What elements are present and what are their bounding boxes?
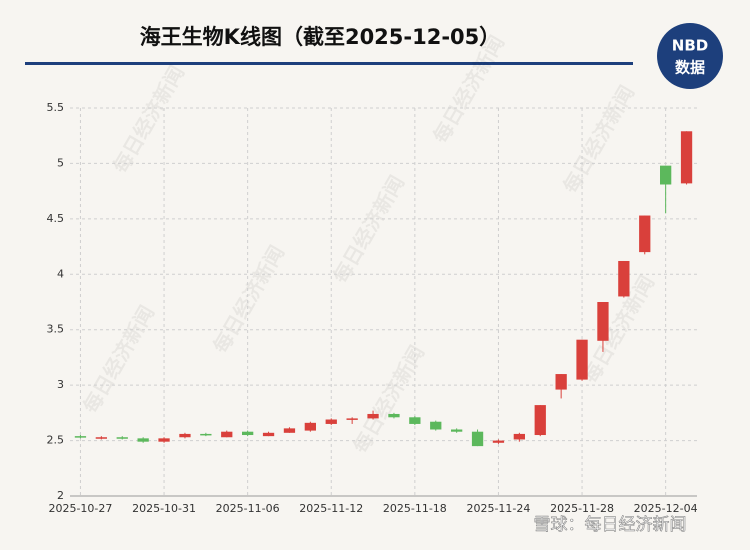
y-tick-label: 3.5 [47, 323, 65, 336]
x-tick-label: 2025-11-18 [383, 502, 447, 515]
candle-body [74, 436, 87, 438]
candle-body [367, 413, 379, 419]
candle-body [451, 429, 463, 432]
watermark: 每日经济新闻 [108, 61, 189, 177]
candle-body [388, 413, 400, 418]
candle-body [283, 428, 296, 433]
candle-body [534, 405, 546, 436]
candle-body [660, 165, 672, 185]
candle-body [95, 437, 107, 439]
watermark: 每日经济新闻 [78, 301, 159, 417]
y-tick-label: 2.5 [47, 434, 65, 447]
candle-body [618, 260, 630, 297]
candle-body [221, 431, 233, 438]
x-tick-label: 2025-11-24 [466, 502, 530, 515]
candle-body [137, 438, 149, 442]
x-tick-label: 2025-11-12 [299, 502, 363, 515]
candle-body [304, 422, 316, 431]
candle-body [492, 440, 505, 443]
chart-title: 海王生物K线图（截至2025-12-05） [140, 25, 501, 49]
candle-body [346, 418, 358, 420]
x-tick-label: 2025-11-28 [550, 502, 614, 515]
x-tick-label: 2025-10-27 [48, 502, 112, 515]
watermark: 每日经济新闻 [328, 171, 409, 287]
y-tick-label: 5.5 [47, 101, 65, 114]
logo [657, 23, 723, 89]
candle-body [262, 432, 275, 437]
y-tick-label: 4 [57, 267, 64, 280]
candle-body [680, 131, 693, 184]
candle-body [513, 433, 525, 440]
logo-text: 数据 [675, 59, 705, 77]
y-tick-label: 5 [57, 156, 64, 169]
candle-body [597, 302, 609, 341]
candle-body [409, 417, 421, 424]
candle-body [430, 421, 442, 430]
y-tick-label: 2 [57, 489, 64, 502]
candle-body [576, 339, 588, 380]
candle-body [639, 215, 651, 253]
candle-body [179, 433, 191, 438]
x-tick-label: 2025-12-04 [634, 502, 698, 515]
candle-body [325, 419, 337, 424]
footer: 雪球：每日经济新闻 [534, 515, 687, 535]
candle-body [116, 437, 128, 439]
logo-text: NBD [672, 37, 708, 55]
watermark: 每日经济新闻 [208, 241, 289, 357]
x-tick-label: 2025-10-31 [132, 502, 196, 515]
y-tick-label: 4.5 [47, 212, 65, 225]
watermark: 每日经济新闻 [348, 341, 429, 457]
candle-body [555, 374, 567, 390]
y-tick-label: 3 [57, 378, 64, 391]
title-rule [25, 62, 633, 65]
candle-body [158, 438, 170, 442]
watermark: 每日经济新闻 [558, 81, 639, 197]
x-tick-label: 2025-11-06 [216, 502, 280, 515]
candle-body [242, 431, 254, 436]
candle-body [200, 433, 212, 436]
candle-body [471, 431, 484, 447]
